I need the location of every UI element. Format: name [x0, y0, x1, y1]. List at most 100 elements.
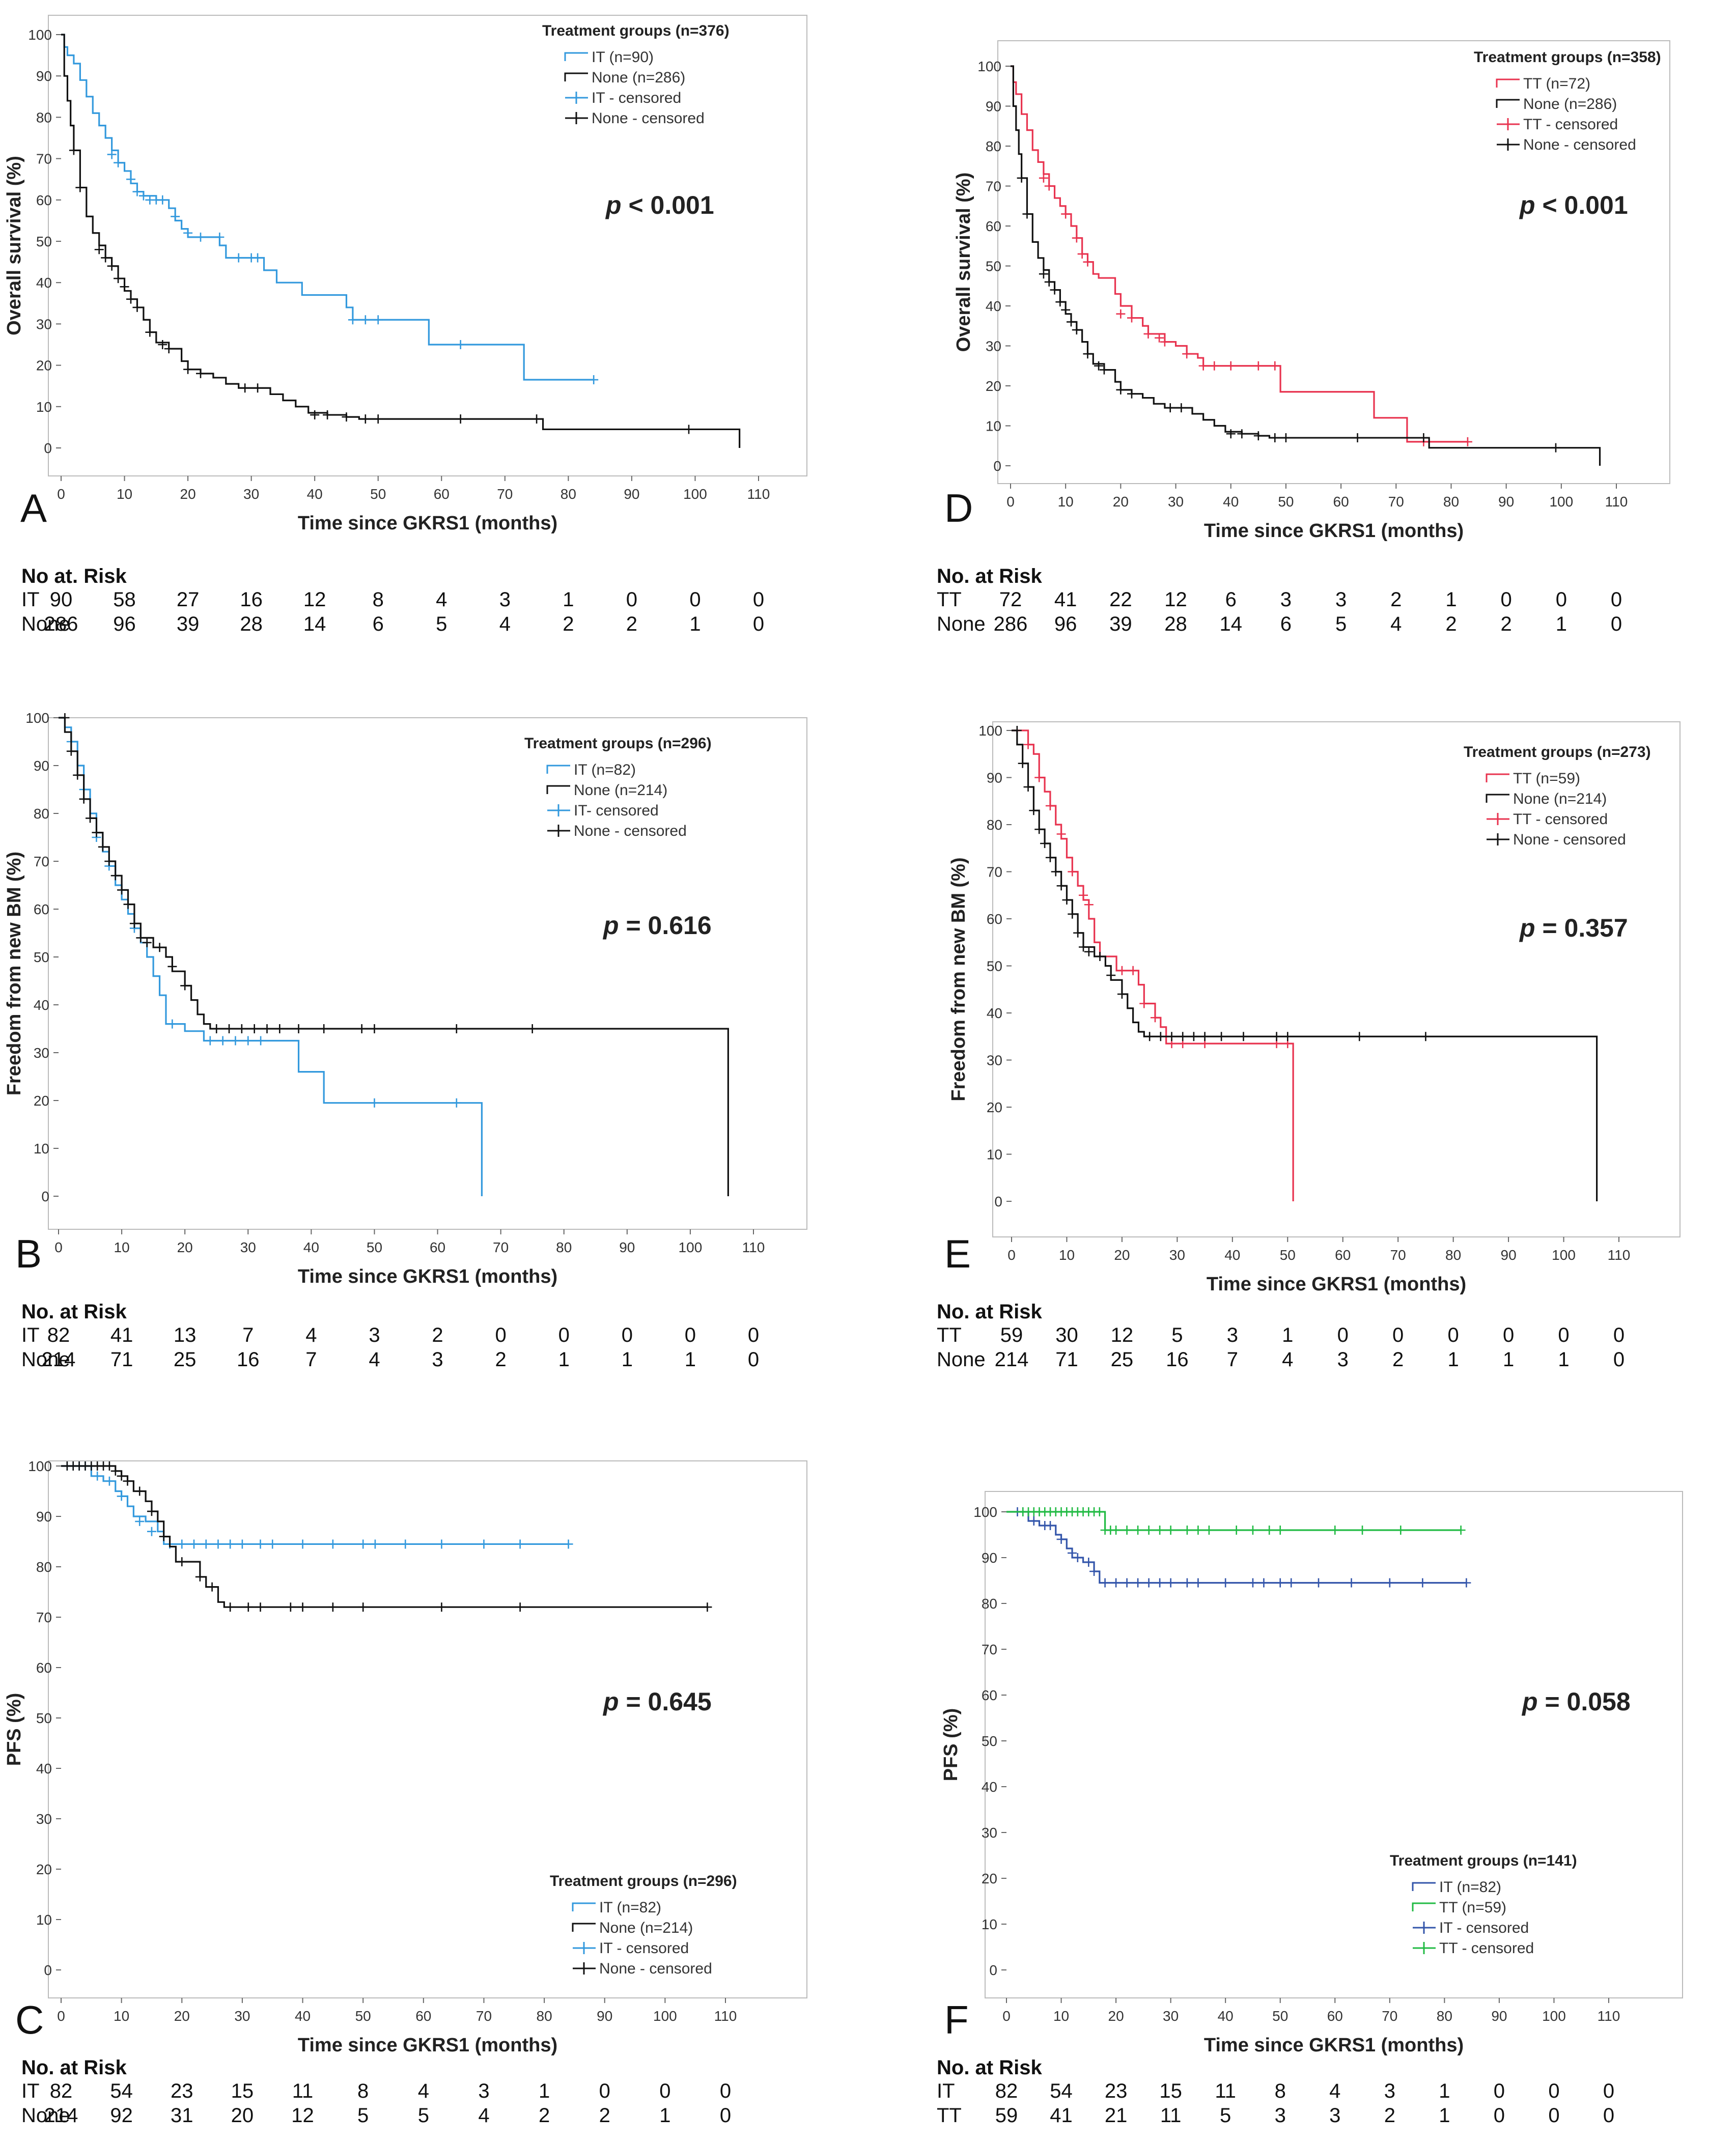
risk-count: 0: [621, 1324, 633, 1346]
y-tick-label: 90: [36, 1509, 52, 1525]
y-tick-label: 50: [987, 958, 1002, 974]
plot-frame: [48, 717, 807, 1230]
censored-mark-none: [183, 364, 193, 374]
censored-mark-it: [456, 340, 465, 349]
censored-mark-none: [1419, 433, 1429, 443]
panel-f: 0 10 20 30 40 50 60 70 80 90 100 0 10 20 30 40 50 60 70 80 9…: [868, 1430, 1736, 2143]
legend-step-swatch: [1412, 1902, 1436, 1911]
p-value-symbol: p: [605, 191, 622, 219]
censored-mark-tt: [1166, 1526, 1175, 1535]
p-value: p < 0.001: [605, 191, 714, 219]
censored-mark-none: [452, 1024, 461, 1033]
series-line-tt: [1011, 65, 1468, 443]
x-tick-label: 0: [1007, 1247, 1016, 1263]
censored-mark-none: [207, 1582, 217, 1592]
x-tick-label: 60: [434, 486, 450, 502]
p-value: p = 0.645: [602, 1687, 712, 1716]
censored-mark-it: [1089, 1567, 1099, 1576]
risk-count: 0: [752, 588, 765, 611]
risk-count: 82: [995, 2080, 1018, 2102]
censored-mark-tt: [1155, 333, 1164, 343]
censored-mark-none: [515, 1602, 525, 1612]
legend-step-swatch: [1496, 99, 1520, 108]
plot-frame: [48, 1460, 807, 1998]
risk-count: 5: [436, 613, 447, 635]
censored-mark-it: [1182, 1578, 1192, 1588]
censored-mark-it: [196, 232, 205, 242]
censored-mark-none: [79, 794, 89, 804]
risk-count: 4: [1282, 1348, 1294, 1371]
censored-mark-it: [1385, 1578, 1394, 1588]
censored-mark-none: [1116, 385, 1126, 394]
legend-step-swatch: [546, 765, 570, 774]
risk-count: 39: [1109, 613, 1132, 635]
risk-table: No at. Risk IT 90 58 27 16 12 8 4 3 1 0 0 0 None 286 96 3…: [0, 565, 868, 646]
y-tick-label: 90: [982, 1550, 997, 1566]
censored-mark-tt: [1456, 1526, 1466, 1535]
y-tick-label: 50: [986, 259, 1001, 274]
y-tick-label: 90: [986, 99, 1001, 115]
censored-mark-it: [1122, 1578, 1132, 1588]
risk-count: 2: [563, 613, 574, 635]
x-tick-label: 100: [679, 1239, 703, 1255]
km-plot-a: 0 10 20 30 40 50 60 70 80 90 100 0 10 20 30 40 50 60 70 80 9…: [4, 15, 807, 534]
legend-step-swatch: [564, 52, 588, 61]
risk-count: 0: [599, 2080, 610, 2102]
y-tick-label: 80: [36, 1559, 52, 1575]
risk-table: No. at Risk IT 82 54 23 15 11 8 4 3 1 0 0 0 None 214 92 3…: [0, 2056, 868, 2138]
panel-letter: F: [944, 1997, 969, 2042]
censored-mark-none: [123, 899, 133, 909]
y-tick-label: 20: [987, 1099, 1002, 1115]
legend-title: Treatment groups (n=273): [1464, 744, 1651, 760]
censored-mark-it: [1286, 1578, 1296, 1588]
censored-mark-it: [564, 1539, 573, 1549]
censored-mark-tt: [1077, 249, 1087, 259]
panel-e: 0 10 20 30 40 50 60 70 80 90 100 0 10 20 30 40 50 60 70 80 9…: [868, 718, 1736, 1430]
censored-mark-none: [1270, 433, 1280, 443]
y-tick-label: 80: [987, 817, 1002, 833]
p-value-text: = 0.645: [619, 1687, 712, 1716]
censored-mark-it: [452, 1098, 461, 1108]
censored-mark-it: [1221, 1578, 1230, 1588]
censored-mark-it: [158, 195, 167, 205]
risk-count: 0: [1493, 2104, 1505, 2127]
x-tick-label: 80: [556, 1239, 572, 1255]
risk-count: 1: [1445, 588, 1457, 611]
y-axis-title: Overall survival (%): [4, 156, 25, 335]
censored-mark-tt: [1084, 900, 1094, 910]
risk-count: 1: [659, 2104, 671, 2127]
p-value: p = 0.357: [1519, 914, 1628, 942]
legend-item: IT - censored: [592, 90, 681, 106]
risk-count: 3: [478, 2080, 490, 2102]
risk-count: 5: [417, 2104, 429, 2127]
censored-mark-none: [253, 383, 263, 393]
legend-step-swatch: [564, 72, 588, 81]
censored-mark-none: [527, 1024, 537, 1033]
risk-count: 1: [538, 2080, 550, 2102]
censored-mark-tt: [1068, 867, 1077, 877]
censored-mark-it: [298, 1539, 307, 1549]
censored-mark-none: [110, 1466, 120, 1476]
censored-mark-none: [212, 1024, 221, 1033]
censored-mark-none: [104, 1461, 114, 1471]
risk-count: 82: [47, 1324, 70, 1346]
censored-mark-none: [1106, 971, 1116, 980]
x-tick-label: 110: [742, 1239, 765, 1255]
y-tick-label: 40: [987, 1005, 1002, 1021]
x-tick-label: 40: [307, 486, 323, 502]
legend-step-swatch: [572, 1902, 596, 1911]
censored-mark-it: [114, 158, 123, 167]
censored-mark-none: [195, 1572, 205, 1582]
censored-mark-tt: [1182, 349, 1192, 359]
censored-mark-none: [1353, 433, 1362, 443]
censored-mark-none: [703, 1602, 712, 1612]
y-tick-label: 10: [36, 399, 52, 415]
x-tick-label: 110: [1608, 1247, 1631, 1263]
censored-mark-none: [1145, 1032, 1155, 1041]
panel-c: 0 10 20 30 40 50 60 70 80 90 100 0 10 20 30 40 50 60 70 80 9…: [0, 1430, 868, 2143]
risk-count: 12: [291, 2104, 314, 2127]
censored-mark-none: [1083, 349, 1093, 359]
censored-mark-none: [275, 1024, 285, 1033]
legend-item: None (n=214): [599, 1920, 693, 1936]
y-axis-title: Overall survival (%): [953, 173, 974, 352]
